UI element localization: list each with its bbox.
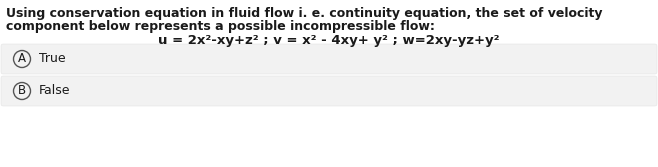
Text: component below represents a possible incompressible flow:: component below represents a possible in… [6, 20, 435, 33]
Text: A: A [18, 52, 26, 65]
Text: B: B [18, 85, 26, 98]
Text: False: False [39, 85, 70, 98]
FancyBboxPatch shape [1, 76, 657, 106]
Text: True: True [39, 52, 66, 65]
Text: u = 2x²-xy+z² ; v = x² - 4xy+ y² ; w=2xy-yz+y²: u = 2x²-xy+z² ; v = x² - 4xy+ y² ; w=2xy… [159, 34, 499, 47]
FancyBboxPatch shape [1, 44, 657, 74]
Text: Using conservation equation in fluid flow i. e. continuity equation, the set of : Using conservation equation in fluid flo… [6, 7, 603, 20]
